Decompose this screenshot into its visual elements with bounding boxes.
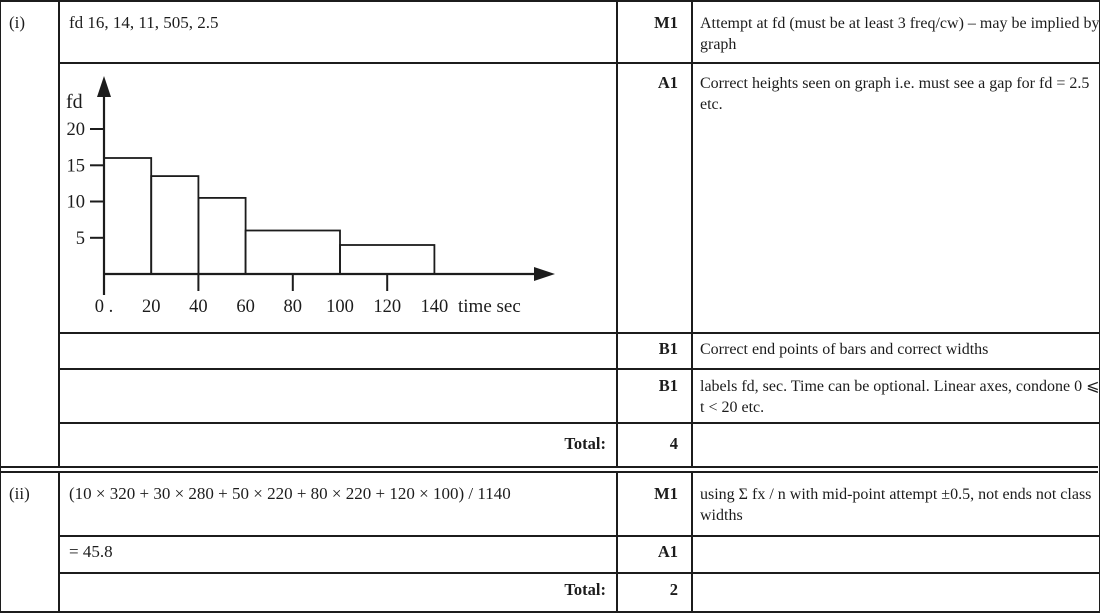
divider bbox=[58, 472, 60, 611]
svg-text:fd: fd bbox=[66, 91, 83, 113]
total-label: Total: bbox=[564, 434, 606, 453]
part-label-i: (i) bbox=[9, 13, 26, 32]
mark-code-a1: A1 bbox=[657, 73, 678, 92]
divider bbox=[58, 2, 60, 467]
svg-text:time sec: time sec bbox=[458, 296, 521, 317]
mark-description: labels fd, sec. Time can be optional. Li… bbox=[700, 378, 1100, 416]
mark-description: Correct heights seen on graph i.e. must … bbox=[700, 75, 1090, 113]
svg-text:20: 20 bbox=[142, 297, 161, 317]
divider bbox=[691, 2, 693, 467]
frequency-density-histogram: 5 10 15 20 0 . 20 40 60 80 100 120 140 fd time sec bbox=[66, 76, 555, 317]
mark-code-m1: M1 bbox=[654, 13, 678, 32]
divider bbox=[58, 368, 1099, 370]
svg-text:15: 15 bbox=[67, 156, 86, 176]
svg-text:80: 80 bbox=[284, 297, 303, 317]
mark-code-m1: M1 bbox=[654, 484, 678, 503]
total-label: Total: bbox=[564, 580, 606, 599]
total-value: 4 bbox=[669, 434, 678, 453]
total-value: 2 bbox=[669, 580, 678, 599]
divider bbox=[58, 572, 1099, 574]
svg-text:0 .: 0 . bbox=[95, 297, 114, 317]
working-mean-expression: (10 × 320 + 30 × 280 + 50 × 220 + 80 × 2… bbox=[69, 484, 511, 503]
mark-code-a1: A1 bbox=[657, 542, 678, 561]
divider bbox=[58, 535, 1099, 537]
svg-text:20: 20 bbox=[67, 120, 86, 140]
svg-text:120: 120 bbox=[373, 297, 401, 317]
divider bbox=[616, 2, 618, 467]
divider bbox=[58, 62, 1099, 64]
divider bbox=[58, 332, 1099, 334]
mark-description: Attempt at fd (must be at least 3 freq/c… bbox=[700, 15, 1100, 53]
divider bbox=[691, 472, 693, 611]
svg-text:5: 5 bbox=[76, 229, 85, 249]
section-separator bbox=[1, 471, 1098, 473]
svg-text:40: 40 bbox=[189, 297, 208, 317]
svg-text:140: 140 bbox=[421, 297, 449, 317]
svg-text:100: 100 bbox=[326, 297, 354, 317]
mark-description: using Σ fx / n with mid-point attempt ±0… bbox=[700, 486, 1092, 524]
divider bbox=[616, 472, 618, 611]
svg-text:10: 10 bbox=[67, 193, 86, 213]
mark-code-b1: B1 bbox=[658, 376, 678, 395]
mark-code-b1: B1 bbox=[658, 339, 678, 358]
working-result: = 45.8 bbox=[69, 542, 113, 561]
working-fd-values: fd 16, 14, 11, 505, 2.5 bbox=[69, 13, 219, 32]
svg-text:60: 60 bbox=[236, 297, 255, 317]
divider bbox=[58, 422, 1099, 424]
mark-description: Correct end points of bars and correct w… bbox=[700, 341, 989, 358]
part-label-ii: (ii) bbox=[9, 484, 30, 503]
section-separator bbox=[1, 466, 1098, 468]
